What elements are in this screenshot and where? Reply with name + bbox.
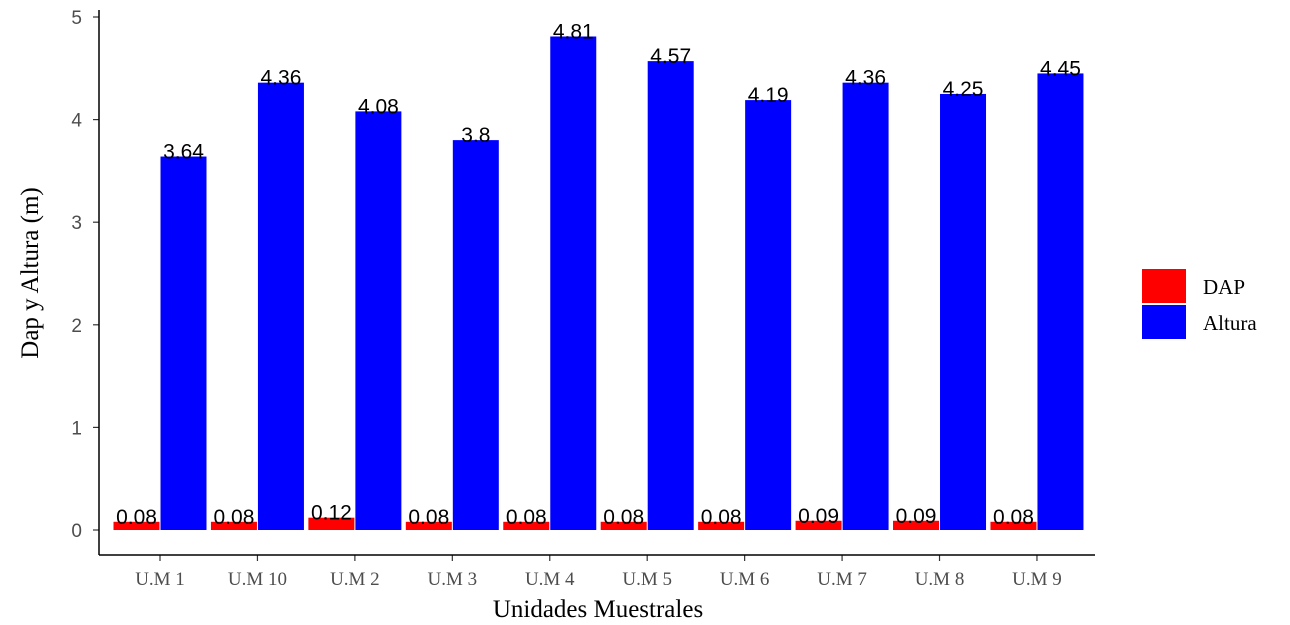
bar-dap: [698, 521, 745, 530]
y-tick-label: 3: [71, 213, 82, 234]
bar-altura: [842, 82, 889, 530]
y-tick-label: 0: [71, 521, 82, 542]
legend-key-altura: [1142, 305, 1186, 339]
x-tick-label: U.M 2: [330, 569, 380, 590]
bar-value-label: 0.09: [896, 505, 937, 528]
x-tick-label: U.M 7: [817, 569, 867, 590]
bar-data-labels: 0.08 3.64 0.08 4.36 0.12 4.08 0.08 3.8 0.08 4.81 0…: [116, 20, 1081, 528]
bar-altura: [940, 93, 987, 530]
legend-label: Altura: [1203, 311, 1257, 335]
bar-value-label: 3.8: [461, 124, 490, 147]
x-tick-label: U.M 10: [228, 569, 287, 590]
x-tick-label: U.M 8: [915, 569, 965, 590]
x-tick-label: U.M 4: [525, 569, 575, 590]
legend-key-dap: [1142, 269, 1186, 303]
bar-altura: [745, 100, 792, 530]
bar-value-label: 4.45: [1040, 57, 1081, 80]
y-tick-label: 2: [71, 316, 82, 337]
bar-value-label: 0.08: [603, 506, 644, 529]
bar-value-label: 4.08: [358, 95, 399, 118]
bar-dap: [990, 521, 1037, 530]
bars: [113, 36, 1084, 531]
bar-value-label: 4.25: [943, 78, 984, 101]
bar-altura: [647, 61, 694, 530]
bar-dap: [113, 521, 160, 530]
bar-dap: [600, 521, 647, 530]
x-tick-label: U.M 5: [622, 569, 672, 590]
bar-value-label: 0.08: [116, 506, 157, 529]
bar-dap: [210, 521, 257, 530]
bar-dap: [503, 521, 550, 530]
y-axis-ticks: 0 1 2 3 4 5: [71, 8, 99, 542]
y-axis-title: Dap y Altura (m): [17, 187, 44, 358]
legend-label: DAP: [1203, 275, 1245, 299]
bar-dap: [405, 521, 452, 530]
x-tick-label: U.M 6: [720, 569, 770, 590]
bar-value-label: 4.57: [650, 45, 691, 68]
bar-value-label: 0.08: [993, 506, 1034, 529]
y-tick-label: 1: [71, 418, 82, 439]
bar-value-label: 0.12: [311, 502, 352, 525]
y-tick-label: 5: [71, 8, 82, 29]
bar-altura: [452, 140, 499, 530]
bar-altura: [355, 111, 402, 530]
bar-value-label: 4.36: [261, 67, 302, 90]
bar-altura: [257, 82, 304, 530]
x-axis-title: Unidades Muestrales: [493, 596, 703, 623]
bar-altura: [160, 156, 207, 530]
bar-altura: [1037, 73, 1084, 531]
x-tick-label: U.M 9: [1012, 569, 1062, 590]
bar-value-label: 4.81: [553, 20, 594, 43]
x-tick-label: U.M 3: [428, 569, 478, 590]
bar-value-label: 0.08: [408, 506, 449, 529]
bar-value-label: 4.19: [748, 84, 789, 107]
bar-dap: [795, 520, 842, 530]
bar-dap: [893, 520, 940, 530]
y-tick-label: 4: [71, 111, 82, 132]
bar-altura: [550, 36, 597, 531]
bar-value-label: 0.08: [506, 506, 547, 529]
bar-value-label: 4.36: [845, 67, 886, 90]
x-axis-ticks: U.M 1 U.M 10 U.M 2 U.M 3 U.M 4 U.M 5 U.M 6 U.M …: [135, 555, 1062, 590]
legend: DAP Altura: [1142, 269, 1257, 339]
bar-value-label: 0.08: [214, 506, 255, 529]
bar-value-label: 0.08: [701, 506, 742, 529]
x-tick-label: U.M 1: [135, 569, 185, 590]
bar-value-label: 3.64: [163, 141, 204, 164]
bar-dap: [308, 517, 355, 530]
bar-value-label: 0.09: [798, 505, 839, 528]
